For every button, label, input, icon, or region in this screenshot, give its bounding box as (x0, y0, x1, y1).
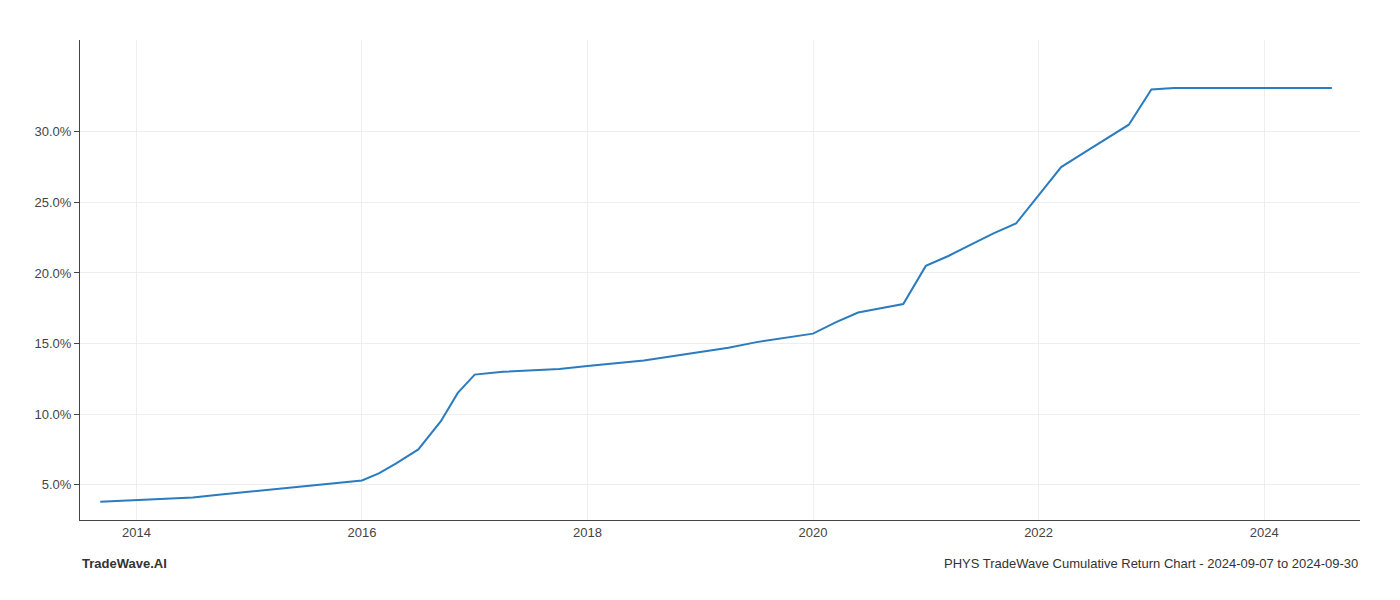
svg-text:PHYS TradeWave Cumulative Retu: PHYS TradeWave Cumulative Return Chart -… (944, 556, 1358, 571)
svg-text:20.0%: 20.0% (35, 265, 72, 280)
svg-text:5.0%: 5.0% (42, 477, 72, 492)
svg-text:TradeWave.AI: TradeWave.AI (82, 556, 167, 571)
svg-text:2022: 2022 (1024, 525, 1053, 540)
svg-text:25.0%: 25.0% (35, 195, 72, 210)
svg-text:2020: 2020 (799, 525, 828, 540)
svg-text:30.0%: 30.0% (35, 124, 72, 139)
svg-text:2014: 2014 (122, 525, 151, 540)
svg-text:10.0%: 10.0% (35, 407, 72, 422)
svg-text:2016: 2016 (347, 525, 376, 540)
svg-text:2024: 2024 (1250, 525, 1279, 540)
svg-text:2018: 2018 (573, 525, 602, 540)
svg-text:15.0%: 15.0% (35, 336, 72, 351)
